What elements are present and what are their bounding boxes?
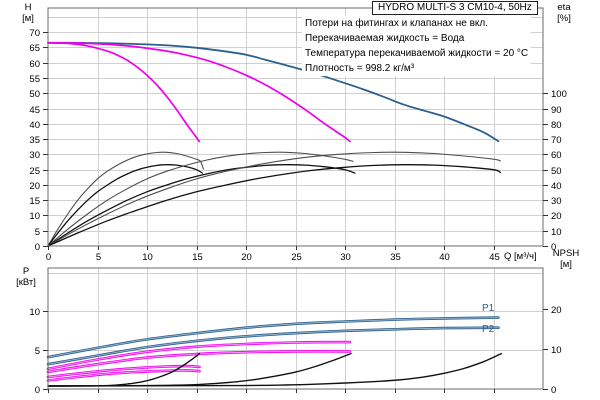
- y-left-tick-label: 65: [29, 43, 40, 54]
- y-right-tick-label: 20: [551, 211, 562, 222]
- y-right-tick-label: 20: [551, 305, 562, 316]
- plot-frame: [47, 267, 544, 390]
- y-left-tick-label: 45: [29, 105, 40, 116]
- y-left-tick-label: 5: [35, 227, 40, 238]
- axis-name-npsh: NPSH: [552, 248, 580, 259]
- axis-label-flow: Q [м³/ч]: [504, 251, 537, 262]
- p2-3-pumps-core: [47, 327, 499, 365]
- eta-2-pumps: [47, 151, 354, 247]
- h-3-pumps: [47, 41, 500, 143]
- y-left-tick-label: 0: [35, 242, 40, 253]
- note-line-density: Плотность = 998.2 кг/м³: [305, 63, 415, 74]
- y-right-tick-label: 40: [551, 181, 562, 192]
- y-left-tick-label: 20: [29, 181, 40, 192]
- y-left-tick-label: 50: [29, 89, 40, 100]
- tick-labels: 0510152025303540455055606570010203040506…: [29, 28, 566, 263]
- curves: [46, 316, 503, 387]
- y-left-tick-label: 30: [29, 150, 40, 161]
- y-right-tick-label: 10: [551, 345, 562, 356]
- curves: [47, 41, 502, 247]
- note-line-losses: Потери на фитингах и клапанах не вкл.: [305, 18, 488, 29]
- y-right-tick-label: 30: [551, 196, 562, 207]
- p1-2-pumps-core: [47, 341, 351, 370]
- y-left-tick-label: 25: [29, 166, 40, 177]
- p2-1-pump-core: [47, 369, 200, 381]
- h-1-pump: [47, 41, 201, 143]
- x-tick-label: 15: [192, 252, 203, 263]
- chart-title: HYDRO MULTI-S 3 CM10-4, 50Hz: [372, 1, 538, 15]
- y-right-tick-label: 100: [551, 89, 567, 100]
- h-2-pumps: [47, 41, 351, 143]
- x-tick-label: 10: [142, 252, 153, 263]
- plot-frame: [47, 7, 544, 247]
- note-line-temp: Температура перекачиваемой жидкости = 20…: [305, 48, 529, 59]
- series-label-p1: P1: [482, 303, 495, 314]
- eta-3-pumps-total: [47, 164, 502, 247]
- y-left-tick-label: 10: [29, 307, 40, 318]
- y-right-tick-label: 80: [551, 120, 562, 131]
- axis-unit-h: [м]: [22, 13, 34, 24]
- tick-labels: 0 5 10 0 10 20: [29, 305, 561, 396]
- y-left-tick-label: 15: [29, 196, 40, 207]
- y-left-tick-label: 5: [35, 346, 40, 357]
- axis-ticks: [43, 32, 548, 250]
- eta-1-pump-total: [47, 164, 204, 247]
- x-tick-label: 45: [489, 252, 500, 263]
- axis-ticks: [43, 309, 548, 393]
- y-left-tick-label: 55: [29, 74, 40, 85]
- y-right-tick-label: 0: [551, 242, 556, 253]
- y-left-tick-label: 40: [29, 120, 40, 131]
- eta-2-pumps-total: [47, 164, 356, 247]
- axis-label-npsh: NPSH [м]: [542, 248, 590, 270]
- y-right-tick-label: 10: [551, 227, 562, 238]
- x-tick-label: 40: [439, 252, 450, 263]
- x-tick-label: 20: [241, 252, 252, 263]
- x-tick-label: 25: [291, 252, 302, 263]
- axis-unit-eta: [%]: [557, 13, 571, 24]
- y-left-tick-label: 35: [29, 135, 40, 146]
- x-tick-label: 5: [96, 252, 101, 263]
- y-right-tick-label: 70: [551, 135, 562, 146]
- y-right-tick-label: 90: [551, 105, 562, 116]
- y-left-tick-label: 10: [29, 211, 40, 222]
- y-right-tick-label: 0: [551, 385, 556, 396]
- axis-name-p: P: [22, 266, 30, 277]
- p2-2-pumps-core: [47, 350, 351, 373]
- x-tick-label: 0: [46, 252, 51, 263]
- npsh-2-pumps: [47, 352, 352, 387]
- axis-name-h: H: [24, 2, 32, 13]
- y-left-tick-label: 60: [29, 59, 40, 70]
- series-label-p2: P2: [482, 324, 495, 335]
- p1-1-pump-core: [47, 365, 200, 378]
- axis-unit-npsh: [м]: [560, 259, 572, 270]
- eta-3-pumps: [47, 151, 501, 247]
- axis-name-eta: eta: [557, 2, 571, 13]
- axis-label-eta: eta [%]: [546, 2, 582, 24]
- x-tick-label: 30: [340, 252, 351, 263]
- p1-3-pumps-core: [47, 317, 499, 358]
- axis-label-head: H [м]: [10, 2, 46, 24]
- y-left-tick-label: 70: [29, 28, 40, 39]
- x-tick-label: 35: [390, 252, 401, 263]
- eta-1-pump: [47, 151, 204, 247]
- conditions-note: Потери на фитингах и клапанах не вкл. Пе…: [302, 16, 532, 76]
- axis-label-power: P [кВт]: [6, 266, 46, 288]
- axis-unit-p: [кВт]: [16, 277, 36, 288]
- npsh-3-pumps: [47, 352, 503, 387]
- note-line-liquid: Перекачиваемая жидкость = Вода: [305, 33, 465, 44]
- y-right-tick-label: 60: [551, 150, 562, 161]
- y-right-tick-label: 50: [551, 166, 562, 177]
- y-left-tick-label: 0: [35, 385, 40, 396]
